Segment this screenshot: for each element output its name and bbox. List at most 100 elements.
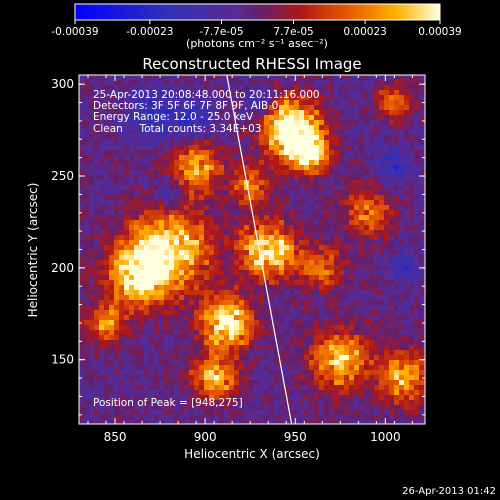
heatmap-cell bbox=[194, 95, 199, 100]
heatmap-cell bbox=[104, 160, 109, 165]
heatmap-cell bbox=[329, 345, 334, 350]
heatmap-cell bbox=[119, 90, 124, 95]
heatmap-cell bbox=[234, 245, 239, 250]
heatmap-cell bbox=[184, 315, 189, 320]
heatmap-cell bbox=[264, 160, 269, 165]
heatmap-cell bbox=[99, 410, 104, 415]
heatmap-cell bbox=[314, 120, 319, 125]
heatmap-cell bbox=[189, 280, 194, 285]
heatmap-cell bbox=[139, 365, 144, 370]
heatmap-cell bbox=[244, 90, 249, 95]
heatmap-cell bbox=[264, 345, 269, 350]
heatmap-cell bbox=[369, 375, 374, 380]
heatmap-cell bbox=[164, 100, 169, 105]
heatmap-cell bbox=[369, 335, 374, 340]
heatmap-cell bbox=[124, 340, 129, 345]
heatmap-cell bbox=[369, 125, 374, 130]
heatmap-cell bbox=[339, 365, 344, 370]
heatmap-cell bbox=[174, 410, 179, 415]
heatmap-cell bbox=[314, 405, 319, 410]
heatmap-cell bbox=[354, 290, 359, 295]
heatmap-cell bbox=[409, 90, 414, 95]
heatmap-cell bbox=[394, 245, 399, 250]
heatmap-cell bbox=[359, 140, 364, 145]
heatmap-cell bbox=[419, 305, 424, 310]
heatmap-cell bbox=[159, 250, 164, 255]
heatmap-cell bbox=[134, 315, 139, 320]
heatmap-cell bbox=[119, 240, 124, 245]
heatmap-cell bbox=[284, 305, 289, 310]
heatmap-cell bbox=[279, 390, 284, 395]
heatmap-cell bbox=[364, 100, 369, 105]
heatmap-cell bbox=[329, 360, 334, 365]
heatmap-cell bbox=[374, 270, 379, 275]
heatmap-cell bbox=[199, 155, 204, 160]
heatmap-cell bbox=[389, 180, 394, 185]
heatmap-cell bbox=[399, 240, 404, 245]
heatmap-cell bbox=[139, 185, 144, 190]
heatmap-cell bbox=[269, 250, 274, 255]
heatmap-cell bbox=[194, 130, 199, 135]
heatmap-cell bbox=[349, 295, 354, 300]
heatmap-cell bbox=[154, 190, 159, 195]
heatmap-cell bbox=[309, 410, 314, 415]
y-tick-label: 200 bbox=[51, 261, 74, 275]
heatmap-cell bbox=[324, 420, 329, 424]
heatmap-cell bbox=[169, 260, 174, 265]
heatmap-cell bbox=[109, 250, 114, 255]
heatmap-cell bbox=[139, 315, 144, 320]
heatmap-cell bbox=[119, 310, 124, 315]
heatmap-cell bbox=[144, 405, 149, 410]
heatmap-cell bbox=[319, 95, 324, 100]
heatmap-cell bbox=[279, 275, 284, 280]
heatmap-cell bbox=[329, 225, 334, 230]
heatmap-cell bbox=[409, 330, 414, 335]
heatmap-cell bbox=[334, 325, 339, 330]
heatmap-cell bbox=[209, 155, 214, 160]
heatmap-cell bbox=[194, 325, 199, 330]
heatmap-cell bbox=[209, 400, 214, 405]
heatmap-cell bbox=[234, 285, 239, 290]
heatmap-cell bbox=[159, 420, 164, 424]
heatmap-cell bbox=[294, 345, 299, 350]
heatmap-cell bbox=[349, 205, 354, 210]
heatmap-cell bbox=[294, 95, 299, 100]
heatmap-cell bbox=[164, 315, 169, 320]
heatmap-cell bbox=[239, 290, 244, 295]
heatmap-cell bbox=[159, 280, 164, 285]
heatmap-cell bbox=[394, 380, 399, 385]
heatmap-cell bbox=[364, 180, 369, 185]
heatmap-cell bbox=[109, 295, 114, 300]
heatmap-cell bbox=[119, 235, 124, 240]
heatmap-cell bbox=[354, 280, 359, 285]
heatmap-cell bbox=[104, 115, 109, 120]
heatmap-cell bbox=[269, 200, 274, 205]
heatmap-cell bbox=[184, 135, 189, 140]
heatmap-cell bbox=[239, 285, 244, 290]
heatmap-cell bbox=[339, 315, 344, 320]
heatmap-cell bbox=[134, 120, 139, 125]
heatmap-cell bbox=[309, 125, 314, 130]
heatmap-cell bbox=[359, 350, 364, 355]
heatmap-cell bbox=[419, 255, 424, 260]
heatmap-cell bbox=[294, 255, 299, 260]
heatmap-cell bbox=[164, 190, 169, 195]
heatmap-cell bbox=[339, 180, 344, 185]
heatmap-cell bbox=[374, 300, 379, 305]
heatmap-cell bbox=[319, 200, 324, 205]
heatmap-cell bbox=[259, 395, 264, 400]
heatmap-cell bbox=[274, 280, 279, 285]
heatmap-cell bbox=[134, 95, 139, 100]
heatmap-cell bbox=[184, 120, 189, 125]
heatmap-cell bbox=[129, 135, 134, 140]
heatmap-cell bbox=[324, 235, 329, 240]
heatmap-cell bbox=[404, 115, 409, 120]
heatmap-cell bbox=[294, 80, 299, 85]
heatmap-cell bbox=[229, 405, 234, 410]
heatmap-cell bbox=[309, 275, 314, 280]
heatmap-cell bbox=[334, 335, 339, 340]
heatmap-cell bbox=[314, 80, 319, 85]
heatmap-cell bbox=[409, 130, 414, 135]
heatmap-cell bbox=[99, 155, 104, 160]
heatmap-cell bbox=[134, 180, 139, 185]
